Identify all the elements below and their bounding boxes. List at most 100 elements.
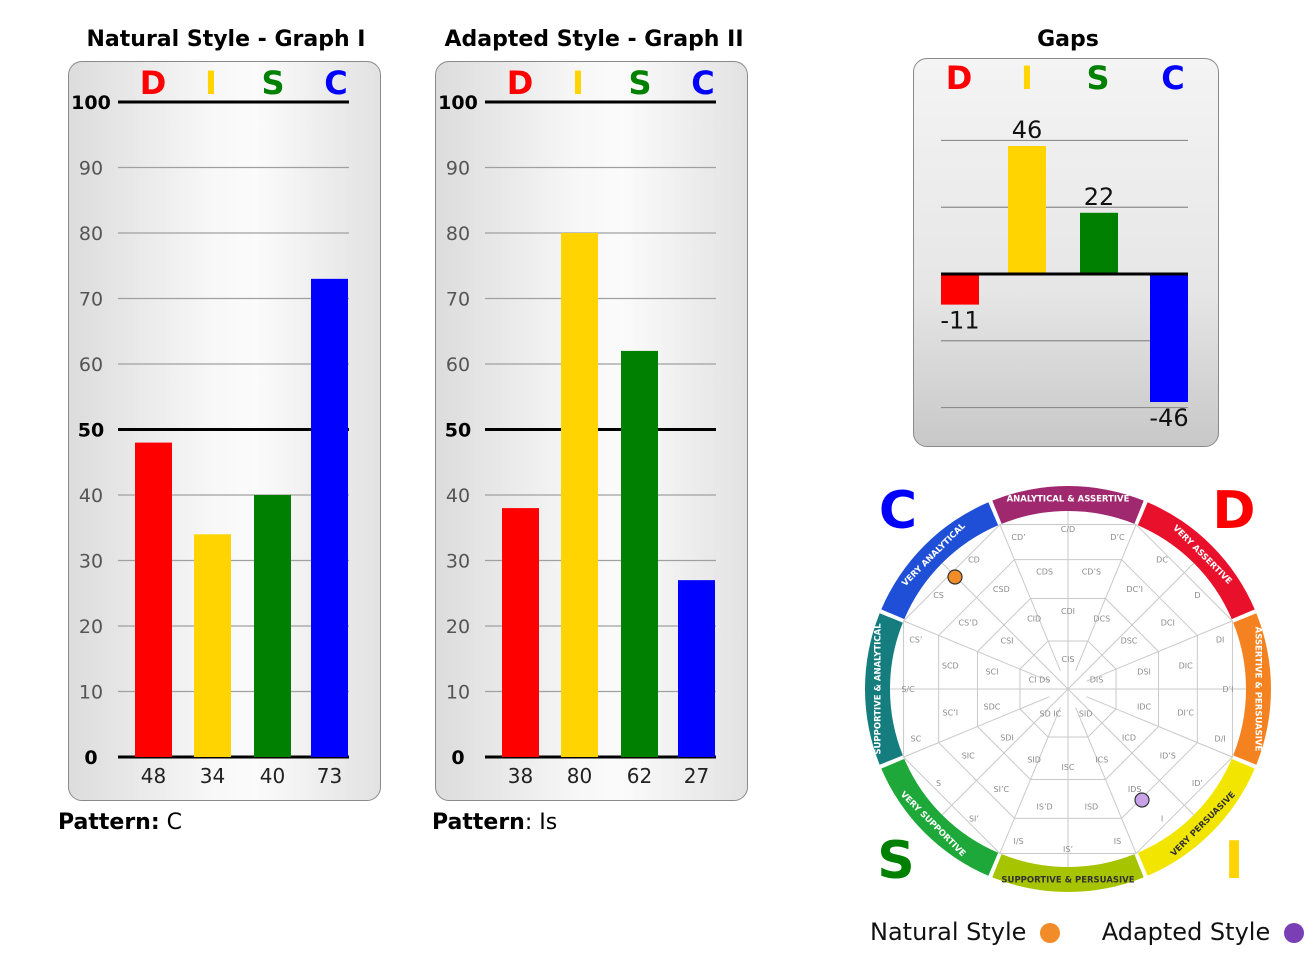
- bar-s: [254, 495, 291, 757]
- graph1-title: Natural Style - Graph I: [86, 27, 366, 52]
- wheel-cell-label: SIC: [962, 752, 975, 761]
- wheel-spoke: [1075, 524, 1137, 671]
- wheel-cell-label: CD’: [1011, 533, 1025, 542]
- y-tick-label: 30: [79, 551, 103, 573]
- legend-adapted-label: Adapted Style: [1101, 918, 1271, 946]
- legend-adapted-dot: [1284, 923, 1305, 943]
- wheel-cell-label: SC: [910, 734, 921, 743]
- y-tick-label: 60: [446, 354, 470, 376]
- gap-letter-c: C: [1161, 59, 1184, 97]
- wheel-cell-label: DC: [1156, 556, 1168, 565]
- y-tick-label: 20: [446, 616, 470, 638]
- gap-bar-c: [1150, 274, 1188, 402]
- wheel-cell-label: DC’I: [1126, 585, 1143, 594]
- wheel-cell-label: C/D: [1061, 525, 1075, 534]
- natural-style-marker: [947, 569, 963, 585]
- disc-letter-c: C: [324, 64, 347, 102]
- gap-data-label: 22: [1084, 183, 1115, 211]
- disc-letter-i: I: [572, 64, 584, 102]
- y-tick-label: 70: [79, 289, 103, 311]
- wheel-segment-label: ANALYTICAL & ASSERTIVE: [1007, 495, 1130, 505]
- y-tick-label: 50: [78, 420, 104, 442]
- wheel-cell-label: SC’I: [943, 708, 959, 717]
- graph2-pattern-value: : Is: [524, 810, 558, 835]
- wheel-cell-label: CID: [1027, 615, 1041, 624]
- wheel-segment: [881, 502, 999, 620]
- wheel-cell-label: IS’: [1063, 845, 1073, 854]
- bar-d: [502, 508, 539, 757]
- y-tick-label: 0: [84, 747, 97, 769]
- wheel-cell-label: CS’: [909, 636, 922, 645]
- wheel-cell-label: SI’C: [994, 785, 1010, 794]
- gap-bar-s: [1080, 212, 1118, 274]
- wheel-cell-label: ISC: [1061, 763, 1074, 772]
- wheel-cell-label: DSC: [1121, 636, 1138, 645]
- wheel-segment: [992, 485, 1144, 524]
- wheel-spoke: [1067, 688, 1195, 816]
- wheel-cell-label: CSD: [993, 585, 1010, 594]
- wheel-cell-label: SID: [1027, 755, 1041, 764]
- gap-bar-i: [1008, 146, 1046, 274]
- wheel-segment: [1137, 758, 1255, 876]
- y-tick-label: 40: [79, 485, 103, 507]
- wheel-corner-letter-i: I: [1224, 831, 1243, 891]
- bar-d: [135, 442, 172, 757]
- wheel-cell-label: ICD: [1122, 734, 1136, 743]
- wheel-cell-label: SID: [1079, 709, 1093, 718]
- graph2-pattern: Pattern: Is: [432, 810, 557, 835]
- wheel-cell-label: SCI: [985, 668, 998, 677]
- wheel-cell-label: CS: [933, 591, 944, 600]
- y-tick-label: 10: [79, 682, 103, 704]
- wheel-segment: [1137, 502, 1255, 620]
- y-tick-label: 90: [446, 158, 470, 180]
- gap-letter-d: D: [946, 59, 973, 97]
- gap-data-label: 46: [1012, 116, 1043, 144]
- y-tick-label: 90: [79, 158, 103, 180]
- y-tick-label: 80: [79, 223, 103, 245]
- wheel-spoke: [1067, 562, 1195, 690]
- adapted-style-marker: [1134, 792, 1150, 808]
- wheel-cell-label: S: [936, 779, 941, 788]
- wheel-cell-label: I/S: [1013, 837, 1023, 846]
- wheel-cell-label: DIC: [1179, 662, 1194, 671]
- data-label: 40: [260, 764, 285, 788]
- wheel-cell-label: ID’S: [1160, 752, 1176, 761]
- wheel-cell-label: CD’S: [1082, 567, 1101, 576]
- bar-i: [561, 233, 598, 757]
- wheel-cell-label: S/C: [901, 685, 915, 694]
- wheel-cell-label: SCD: [942, 662, 959, 671]
- wheel-spoke: [1086, 620, 1233, 682]
- wheel-cell-label: IS’D: [1037, 803, 1053, 812]
- wheel-cell-label: DSI: [1137, 668, 1151, 677]
- wheel-cell-label: ISD: [1085, 803, 1099, 812]
- wheel-cell-label: DIS: [1090, 676, 1104, 685]
- wheel-segment: [1233, 613, 1271, 765]
- graph2-pattern-label: Pattern: [432, 810, 525, 835]
- wheel-cell-label: DI: [1216, 636, 1225, 645]
- legend-natural-dot: [1040, 923, 1061, 943]
- wheel-spoke: [1086, 696, 1233, 758]
- wheel-cell-label: CI DS: [1029, 676, 1051, 685]
- disc-letter-c: C: [691, 64, 714, 102]
- wheel-cell-label: D/I: [1215, 734, 1226, 743]
- gap-letter-s: S: [1086, 59, 1109, 97]
- y-tick-label: 40: [446, 485, 470, 507]
- wheel-spoke: [941, 688, 1069, 816]
- y-tick-label: 30: [446, 551, 470, 573]
- wheel-segment-label: SUPPORTIVE & PERSUASIVE: [1001, 876, 1134, 886]
- gap-data-label: -11: [940, 307, 979, 335]
- legend: Natural Style Adapted Style: [870, 918, 1305, 946]
- data-label: 80: [567, 764, 592, 788]
- wheel-segment: [992, 854, 1144, 892]
- wheel-spoke: [999, 707, 1061, 854]
- bar-c: [678, 580, 715, 757]
- graph1-pattern-label: Pattern:: [58, 810, 160, 835]
- graph1-pattern: Pattern: C: [58, 810, 182, 835]
- graph2-title: Adapted Style - Graph II: [444, 27, 744, 52]
- data-label: 73: [317, 764, 342, 788]
- bar-i: [194, 534, 231, 757]
- wheel-cell-label: DCS: [1093, 615, 1110, 624]
- data-label: 27: [684, 764, 709, 788]
